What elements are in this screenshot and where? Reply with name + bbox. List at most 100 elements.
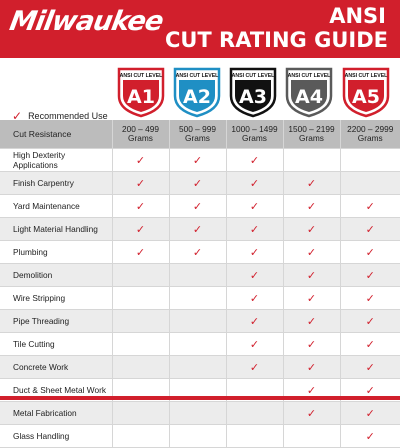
page-title-ansi: ANSI — [329, 4, 386, 28]
badge-caption: ANSI CUT LEVEL — [176, 73, 219, 79]
column-header-cut-resistance: Cut Resistance — [0, 120, 112, 149]
check-icon: ✓ — [250, 224, 259, 236]
check-icon: ✓ — [136, 224, 145, 236]
check-icon: ✓ — [136, 201, 145, 213]
check-icon: ✓ — [307, 339, 316, 351]
table-cell: ✓ — [226, 356, 283, 379]
column-unit: Grams — [170, 134, 226, 143]
table-cell — [283, 425, 340, 448]
check-icon: ✓ — [366, 270, 375, 282]
page-title-guide: CUT RATING GUIDE — [165, 28, 388, 52]
table-row: Metal Fabrication✓✓ — [0, 402, 400, 425]
check-icon: ✓ — [366, 362, 375, 374]
table-cell: ✓ — [340, 402, 400, 425]
table-cell — [169, 264, 226, 287]
table-cell: ✓ — [226, 310, 283, 333]
check-icon: ✓ — [250, 201, 259, 213]
table-cell: ✓ — [169, 218, 226, 241]
header-banner: Milwaukee ANSI CUT RATING GUIDE — [0, 0, 400, 58]
table-cell: ✓ — [340, 425, 400, 448]
table-cell: ✓ — [226, 172, 283, 195]
table-cell: ✓ — [112, 195, 169, 218]
table-cell: ✓ — [169, 149, 226, 172]
check-icon: ✓ — [250, 178, 259, 190]
table-cell: ✓ — [112, 218, 169, 241]
table-row: Pipe Threading✓✓✓ — [0, 310, 400, 333]
table-cell: ✓ — [226, 149, 283, 172]
check-icon: ✓ — [307, 178, 316, 190]
table-row: Light Material Handling✓✓✓✓✓ — [0, 218, 400, 241]
row-label: Plumbing — [0, 241, 112, 264]
table-cell: ✓ — [169, 241, 226, 264]
table-cell — [169, 333, 226, 356]
table-cell: ✓ — [283, 333, 340, 356]
table-cell — [112, 425, 169, 448]
table-row: Demolition ✓ ✓ ✓ — [0, 264, 400, 287]
row-label: Tile Cutting — [0, 333, 112, 356]
check-icon: ✓ — [307, 408, 316, 420]
table-cell: ✓ — [112, 149, 169, 172]
table-cell — [112, 310, 169, 333]
row-label: Demolition — [0, 264, 112, 287]
badge-level: A1 — [127, 86, 155, 108]
table-cell — [226, 425, 283, 448]
check-icon: ✓ — [250, 316, 259, 328]
table-cell: ✓ — [283, 310, 340, 333]
table-cell — [112, 287, 169, 310]
check-icon: ✓ — [193, 178, 202, 190]
badge-level: A3 — [239, 86, 267, 108]
table-row: Wire Stripping✓✓✓ — [0, 287, 400, 310]
table-cell: ✓ — [340, 356, 400, 379]
check-icon: ✓ — [250, 362, 259, 374]
check-icon: ✓ — [366, 201, 375, 213]
table-cell — [169, 402, 226, 425]
badge-level: A5 — [352, 86, 380, 108]
column-unit: Grams — [113, 134, 169, 143]
check-icon: ✓ — [366, 316, 375, 328]
check-icon: ✓ — [136, 178, 145, 190]
row-label: Finish Carpentry — [0, 172, 112, 195]
table-cell: ✓ — [226, 264, 283, 287]
check-icon: ✓ — [366, 224, 375, 236]
table-row: Tile Cutting ✓ ✓ ✓ — [0, 333, 400, 356]
milwaukee-logo: Milwaukee — [7, 6, 165, 37]
check-icon: ✓ — [307, 270, 316, 282]
table-cell — [340, 172, 400, 195]
table-cell: ✓ — [226, 195, 283, 218]
check-icon: ✓ — [250, 293, 259, 305]
table-row: Concrete Work✓✓✓ — [0, 356, 400, 379]
table-cell — [169, 287, 226, 310]
table-cell: ✓ — [340, 264, 400, 287]
badge-level: A2 — [183, 86, 211, 108]
table-row: Yard Maintenance✓✓✓✓✓ — [0, 195, 400, 218]
check-icon: ✓ — [366, 339, 375, 351]
check-icon: ✓ — [307, 293, 316, 305]
table-cell: ✓ — [340, 195, 400, 218]
check-icon: ✓ — [136, 155, 145, 167]
check-icon: ✓ — [250, 247, 259, 259]
table-cell: ✓ — [283, 402, 340, 425]
table-row: Glass Handling✓ — [0, 425, 400, 448]
badge-a2: ANSI CUT LEVEL A2 — [172, 66, 222, 118]
check-icon: ✓ — [307, 362, 316, 374]
check-icon: ✓ — [193, 247, 202, 259]
table-cell — [112, 402, 169, 425]
check-icon: ✓ — [250, 155, 259, 167]
check-icon: ✓ — [366, 385, 375, 397]
table-cell: ✓ — [283, 264, 340, 287]
check-icon: ✓ — [307, 247, 316, 259]
column-unit: Grams — [284, 134, 340, 143]
check-icon: ✓ — [136, 247, 145, 259]
table-cell — [112, 356, 169, 379]
table-cell — [340, 149, 400, 172]
check-icon: ✓ — [193, 224, 202, 236]
check-icon: ✓ — [250, 339, 259, 351]
table-row: Finish Carpentry ✓ ✓ ✓ ✓ — [0, 172, 400, 195]
